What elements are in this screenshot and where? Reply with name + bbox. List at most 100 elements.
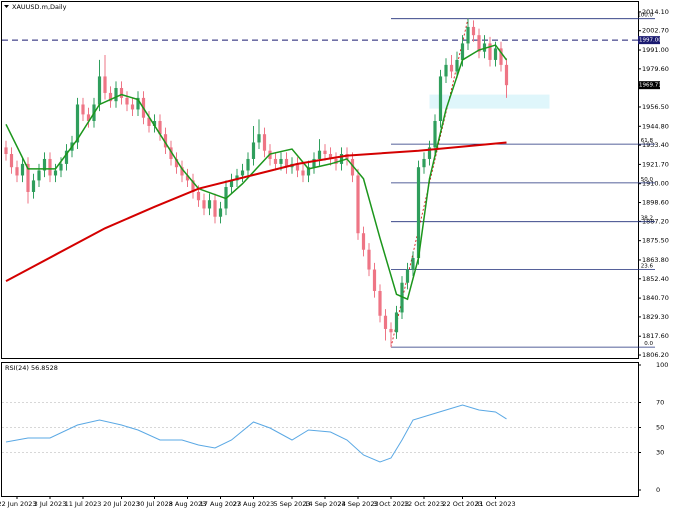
price-panel <box>1 1 639 359</box>
candle-body <box>273 158 278 164</box>
candle-body <box>218 208 223 217</box>
candle-body <box>86 114 91 121</box>
candle-body <box>9 154 14 168</box>
candle-body <box>301 170 305 176</box>
y-tick-label: 1921.70 <box>642 160 669 168</box>
candle-body <box>262 134 267 151</box>
y-tick-label: 1933.40 <box>642 141 669 149</box>
candle-body <box>97 76 102 105</box>
candle-body <box>339 154 344 164</box>
candle-body <box>361 233 366 250</box>
candle-body <box>295 163 300 171</box>
fib-label: 50.0 <box>641 177 654 183</box>
y-tick-label: 70 <box>656 399 664 407</box>
candle-body <box>246 158 250 171</box>
candle-body <box>400 282 404 313</box>
x-tick-label: 30 Jul 2023 <box>136 500 173 508</box>
candle-body <box>191 180 195 192</box>
candle-body <box>163 134 168 148</box>
x-tick-label: 14 Sep 2023 <box>304 500 345 508</box>
x-tick-label: 8 Aug 2023 <box>169 500 207 508</box>
y-tick-label: 0 <box>656 486 660 494</box>
candle-body <box>235 175 239 181</box>
candle-body <box>125 97 129 105</box>
candle-body <box>422 158 426 168</box>
price-label: 1969.71 <box>639 83 662 89</box>
candle-body <box>59 163 63 171</box>
candle-body <box>240 170 245 176</box>
candle-body <box>317 150 322 159</box>
candle-body <box>372 269 377 291</box>
candle-body <box>460 43 465 60</box>
rsi-line <box>5 404 507 463</box>
candle-body <box>185 175 190 181</box>
candle-body <box>477 35 481 52</box>
y-tick-label: 1806.20 <box>642 351 669 359</box>
reference-label: 1997.00 <box>639 38 662 44</box>
fib-label: 23.6 <box>641 264 654 270</box>
candle-body <box>207 200 212 209</box>
candle-body <box>48 158 52 176</box>
candle-body <box>279 158 283 164</box>
candle-body <box>488 43 492 60</box>
y-tick-label: 1840.70 <box>642 294 669 302</box>
candle-body <box>196 191 201 201</box>
x-tick-label: 11 Jul 2023 <box>65 500 102 508</box>
x-tick-label: 3 Jul 2023 <box>34 500 67 508</box>
y-tick-label: 1898.60 <box>642 199 669 207</box>
y-tick-label: 1944.80 <box>642 122 669 130</box>
candle-body <box>438 76 443 121</box>
y-tick-label: 1956.50 <box>642 103 669 111</box>
candle-body <box>229 180 234 188</box>
candle-body <box>26 163 30 192</box>
moving-average <box>5 44 508 301</box>
candle-body <box>114 87 118 102</box>
candle-body <box>323 150 327 155</box>
y-tick-label: 30 <box>656 449 664 457</box>
candle-body <box>15 167 19 176</box>
candle-body <box>427 147 432 159</box>
candle-body <box>312 158 316 168</box>
candle-body <box>136 97 140 110</box>
x-tick-label: 22 Jun 2023 <box>0 500 37 508</box>
candle-body <box>378 290 382 316</box>
y-tick-label: 2014.10 <box>642 8 669 16</box>
candle-body <box>433 120 437 148</box>
y-tick-label: 1852.40 <box>642 275 669 283</box>
y-tick-label: 1863.80 <box>642 256 669 264</box>
y-tick-label: 1875.50 <box>642 237 669 245</box>
y-tick-label: 1887.20 <box>642 217 669 225</box>
x-tick-label: 12 Oct 2023 <box>404 500 444 508</box>
y-tick-label: 100 <box>656 361 668 369</box>
x-tick-label: 31 Oct 2023 <box>475 500 515 508</box>
candle-body <box>493 48 498 60</box>
candle-body <box>53 170 58 176</box>
x-tick-label: 27 Aug 2023 <box>233 500 275 508</box>
y-tick-label: 1910.00 <box>642 180 669 188</box>
candle-body <box>334 158 338 164</box>
x-tick-label: 3 Oct 2023 <box>373 500 409 508</box>
candle-body <box>213 200 217 217</box>
x-tick-label: 22 Oct 2023 <box>442 500 482 508</box>
candle-body <box>504 64 509 86</box>
x-tick-label: 20 Jul 2023 <box>103 500 140 508</box>
y-tick-label: 1979.60 <box>642 65 669 73</box>
zone <box>429 94 550 109</box>
candle-body <box>499 48 503 65</box>
candle-body <box>64 150 69 164</box>
candle-body <box>356 175 360 234</box>
rsi-title: RSI(24) 56.8528 <box>5 364 58 372</box>
fib-label: 38.2 <box>641 216 653 222</box>
y-tick-label: 1991.00 <box>642 46 669 54</box>
candle-body <box>367 249 371 270</box>
x-tick-label: 5 Sep 2023 <box>273 500 310 508</box>
fib-label: 100.0 <box>637 13 653 19</box>
candle-body <box>31 180 36 192</box>
candle-body <box>394 312 399 333</box>
candle-body <box>130 104 135 110</box>
candle-body <box>328 154 333 159</box>
candle-body <box>444 64 448 77</box>
candle-body <box>405 269 410 283</box>
candle-body <box>4 147 8 155</box>
